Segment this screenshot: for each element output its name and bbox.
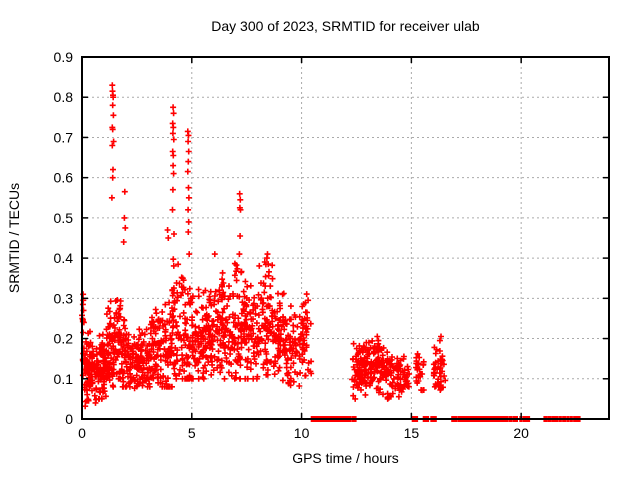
grid-lines <box>82 57 609 419</box>
y-tick-label: 0.6 <box>54 170 74 186</box>
y-tick-label: 0.3 <box>54 290 74 306</box>
y-tick-label: 0.8 <box>54 89 74 105</box>
chart-title: Day 300 of 2023, SRMTID for receiver ula… <box>211 18 480 34</box>
x-tick-label: 10 <box>294 425 310 441</box>
y-tick-label: 0.7 <box>54 129 74 145</box>
x-tick-label: 20 <box>513 425 529 441</box>
scatter-markers <box>79 82 583 422</box>
x-tick-label: 5 <box>188 425 196 441</box>
y-tick-label: 0.4 <box>54 250 74 266</box>
y-tick-label: 0.2 <box>54 331 74 347</box>
y-tick-label: 0.9 <box>54 49 74 65</box>
x-tick-label: 15 <box>404 425 420 441</box>
x-axis-label: GPS time / hours <box>292 450 399 466</box>
y-tick-label: 0 <box>65 411 73 427</box>
plot-frame <box>81 56 610 420</box>
y-tick-label: 0.1 <box>54 371 74 387</box>
y-tick-label: 0.5 <box>54 210 74 226</box>
x-tick-label: 0 <box>78 425 86 441</box>
axis-ticks <box>81 56 609 420</box>
tick-labels: 0 5 10 15 20 0 0.1 0.2 0.3 0.4 0.5 0.6 0.7 0.8 0.9 <box>54 49 530 441</box>
